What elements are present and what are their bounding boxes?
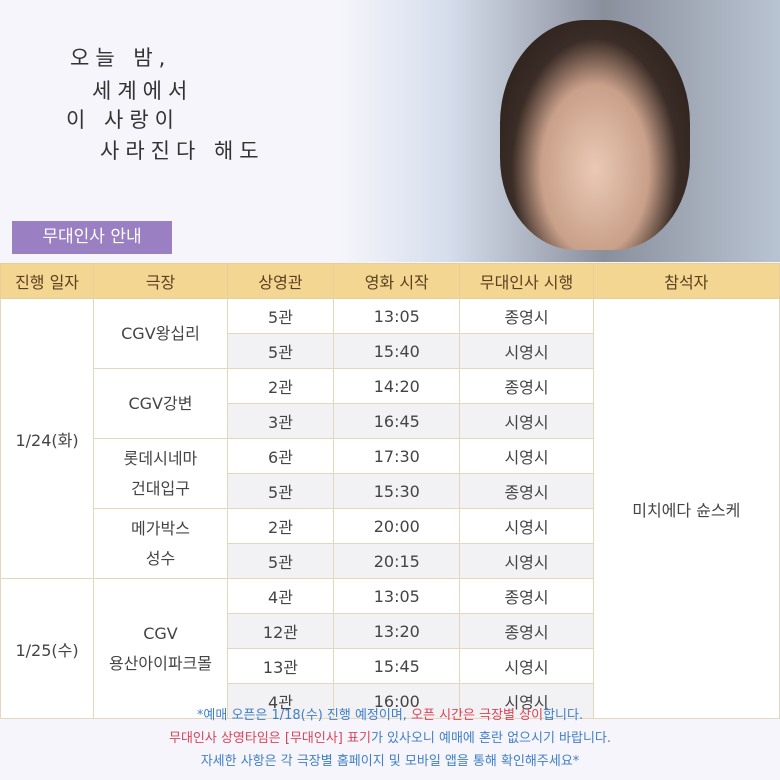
notes: *예매 오픈은 1/18(수) 진행 예정이며, 오픈 시간은 극장별 상이합니… xyxy=(0,704,780,773)
start-time-cell: 13:05 xyxy=(333,578,461,614)
greeting-timing-cell: 종영시 xyxy=(459,298,594,334)
start-time-cell: 15:45 xyxy=(333,648,461,684)
column-header: 상영관 xyxy=(226,263,335,299)
note-text: *예매 오픈은 1/18(수) 진행 예정이며, xyxy=(196,708,412,723)
theater-cell: CGV 용산아이파크몰 xyxy=(93,578,228,719)
table-row: 롯데시네마 건대입구 6관 17:30 시영시 xyxy=(1,438,780,509)
start-time-cell: 13:20 xyxy=(333,613,461,649)
screen-cell: 4관 xyxy=(226,578,335,614)
column-header: 무대인사 시행 xyxy=(459,263,594,299)
greeting-timing-cell: 종영시 xyxy=(459,613,594,649)
header-row: 진행 일자 극장 상영관 영화 시작 무대인사 시행 참석자 xyxy=(0,263,780,299)
note-line: *예매 오픈은 1/18(수) 진행 예정이며, 오픈 시간은 극장별 상이합니… xyxy=(0,704,780,727)
greeting-timing-cell: 시영시 xyxy=(459,333,594,369)
theater-name: CGV강변 xyxy=(128,393,193,413)
greeting-timing-cell: 시영시 xyxy=(459,648,594,684)
start-time-cell: 20:15 xyxy=(333,543,461,579)
greeting-timing-cell: 시영시 xyxy=(459,403,594,439)
start-time-cell: 16:45 xyxy=(333,403,461,439)
note-text: 합니다. xyxy=(543,708,584,723)
screen-cell: 5관 xyxy=(226,333,335,369)
start-time-cell: 16:00 xyxy=(333,683,461,719)
title-line: 세계에서 xyxy=(92,79,194,103)
greeting-timing-cell: 시영시 xyxy=(459,508,594,544)
theater-cell: CGV왕십리 xyxy=(93,298,228,369)
note-line: 무대인사 상영타임은 [무대인사] 표기가 있사오니 예매에 혼란 없으시기 바… xyxy=(0,727,780,750)
table-row: 1/24(화) CGV왕십리 5관 13:05 종영시 미치에다 슌스케 xyxy=(0,298,780,719)
section-label: 무대인사 안내 xyxy=(12,221,172,254)
column-header: 극장 xyxy=(93,263,228,299)
table-row: CGV강변 2관 14:20 종영시 xyxy=(1,368,780,439)
note-text: 무대인사 상영타임은 [무대인사] 표기 xyxy=(168,731,371,746)
table-row: 5관 20:15 시영시 xyxy=(1,543,780,579)
screen-cell: 4관 xyxy=(226,683,335,719)
note-text: 오픈 시간은 극장별 상이 xyxy=(411,708,544,723)
attendee-cell: 미치에다 슌스케 xyxy=(592,298,780,719)
screen-cell: 5관 xyxy=(226,473,335,509)
column-header: 진행 일자 xyxy=(0,263,95,299)
date-cell: 1/24(화) xyxy=(0,298,95,579)
screen-cell: 5관 xyxy=(226,298,335,334)
theater-name: 건대입구 xyxy=(131,478,190,498)
screen-cell: 6관 xyxy=(226,438,335,474)
table-row: 3관 16:45 시영시 xyxy=(1,403,780,439)
title-line: 사라진다 해도 xyxy=(100,139,265,163)
start-time-cell: 17:30 xyxy=(333,438,461,474)
greeting-timing-cell: 시영시 xyxy=(459,438,594,474)
screen-cell: 13관 xyxy=(226,648,335,684)
theater-name: 용산아이파크몰 xyxy=(108,653,212,673)
title-line: 오늘 밤, xyxy=(70,46,172,70)
greeting-timing-cell: 종영시 xyxy=(459,368,594,404)
date-cell: 1/25(수) xyxy=(0,578,95,719)
title-line: 이 사랑이 xyxy=(66,108,180,132)
screen-cell: 2관 xyxy=(226,508,335,544)
column-header: 영화 시작 xyxy=(333,263,461,299)
start-time-cell: 13:05 xyxy=(333,298,461,334)
greeting-timing-cell: 시영시 xyxy=(459,683,594,719)
greeting-timing-cell: 시영시 xyxy=(459,543,594,579)
start-time-cell: 20:00 xyxy=(333,508,461,544)
theater-name: CGV xyxy=(143,623,178,643)
theater-name: 롯데시네마 xyxy=(123,448,198,468)
schedule-table: 진행 일자 극장 상영관 영화 시작 무대인사 시행 참석자 1/24(화) CGV왕십리 5관… xyxy=(0,263,780,719)
table-row: 메가박스 성수 2관 20:00 시영시 xyxy=(1,508,780,579)
photo-figure xyxy=(500,20,690,250)
column-header: 참석자 xyxy=(592,263,780,299)
screen-cell: 2관 xyxy=(226,368,335,404)
screen-cell: 3관 xyxy=(226,403,335,439)
screen-cell: 12관 xyxy=(226,613,335,649)
theater-name: 성수 xyxy=(145,548,176,568)
table-row: 5관 15:40 시영시 xyxy=(1,333,780,369)
note-text: 자세한 사항은 각 극장별 홈페이지 및 모바일 앱을 통해 확인해주세요* xyxy=(200,754,580,769)
theater-cell: CGV강변 xyxy=(93,368,228,439)
note-line: 자세한 사항은 각 극장별 홈페이지 및 모바일 앱을 통해 확인해주세요* xyxy=(0,750,780,773)
start-time-cell: 14:20 xyxy=(333,368,461,404)
greeting-timing-cell: 종영시 xyxy=(459,578,594,614)
table-row: 13관 15:45 시영시 xyxy=(1,648,780,684)
start-time-cell: 15:30 xyxy=(333,473,461,509)
table-row: 4관 16:00 시영시 xyxy=(1,683,780,719)
note-text: 가 있사오니 예매에 혼란 없으시기 바랍니다. xyxy=(370,731,612,746)
screen-cell: 5관 xyxy=(226,543,335,579)
theater-name: 메가박스 xyxy=(131,518,190,538)
theater-name: CGV왕십리 xyxy=(121,323,200,343)
start-time-cell: 15:40 xyxy=(333,333,461,369)
greeting-timing-cell: 종영시 xyxy=(459,473,594,509)
